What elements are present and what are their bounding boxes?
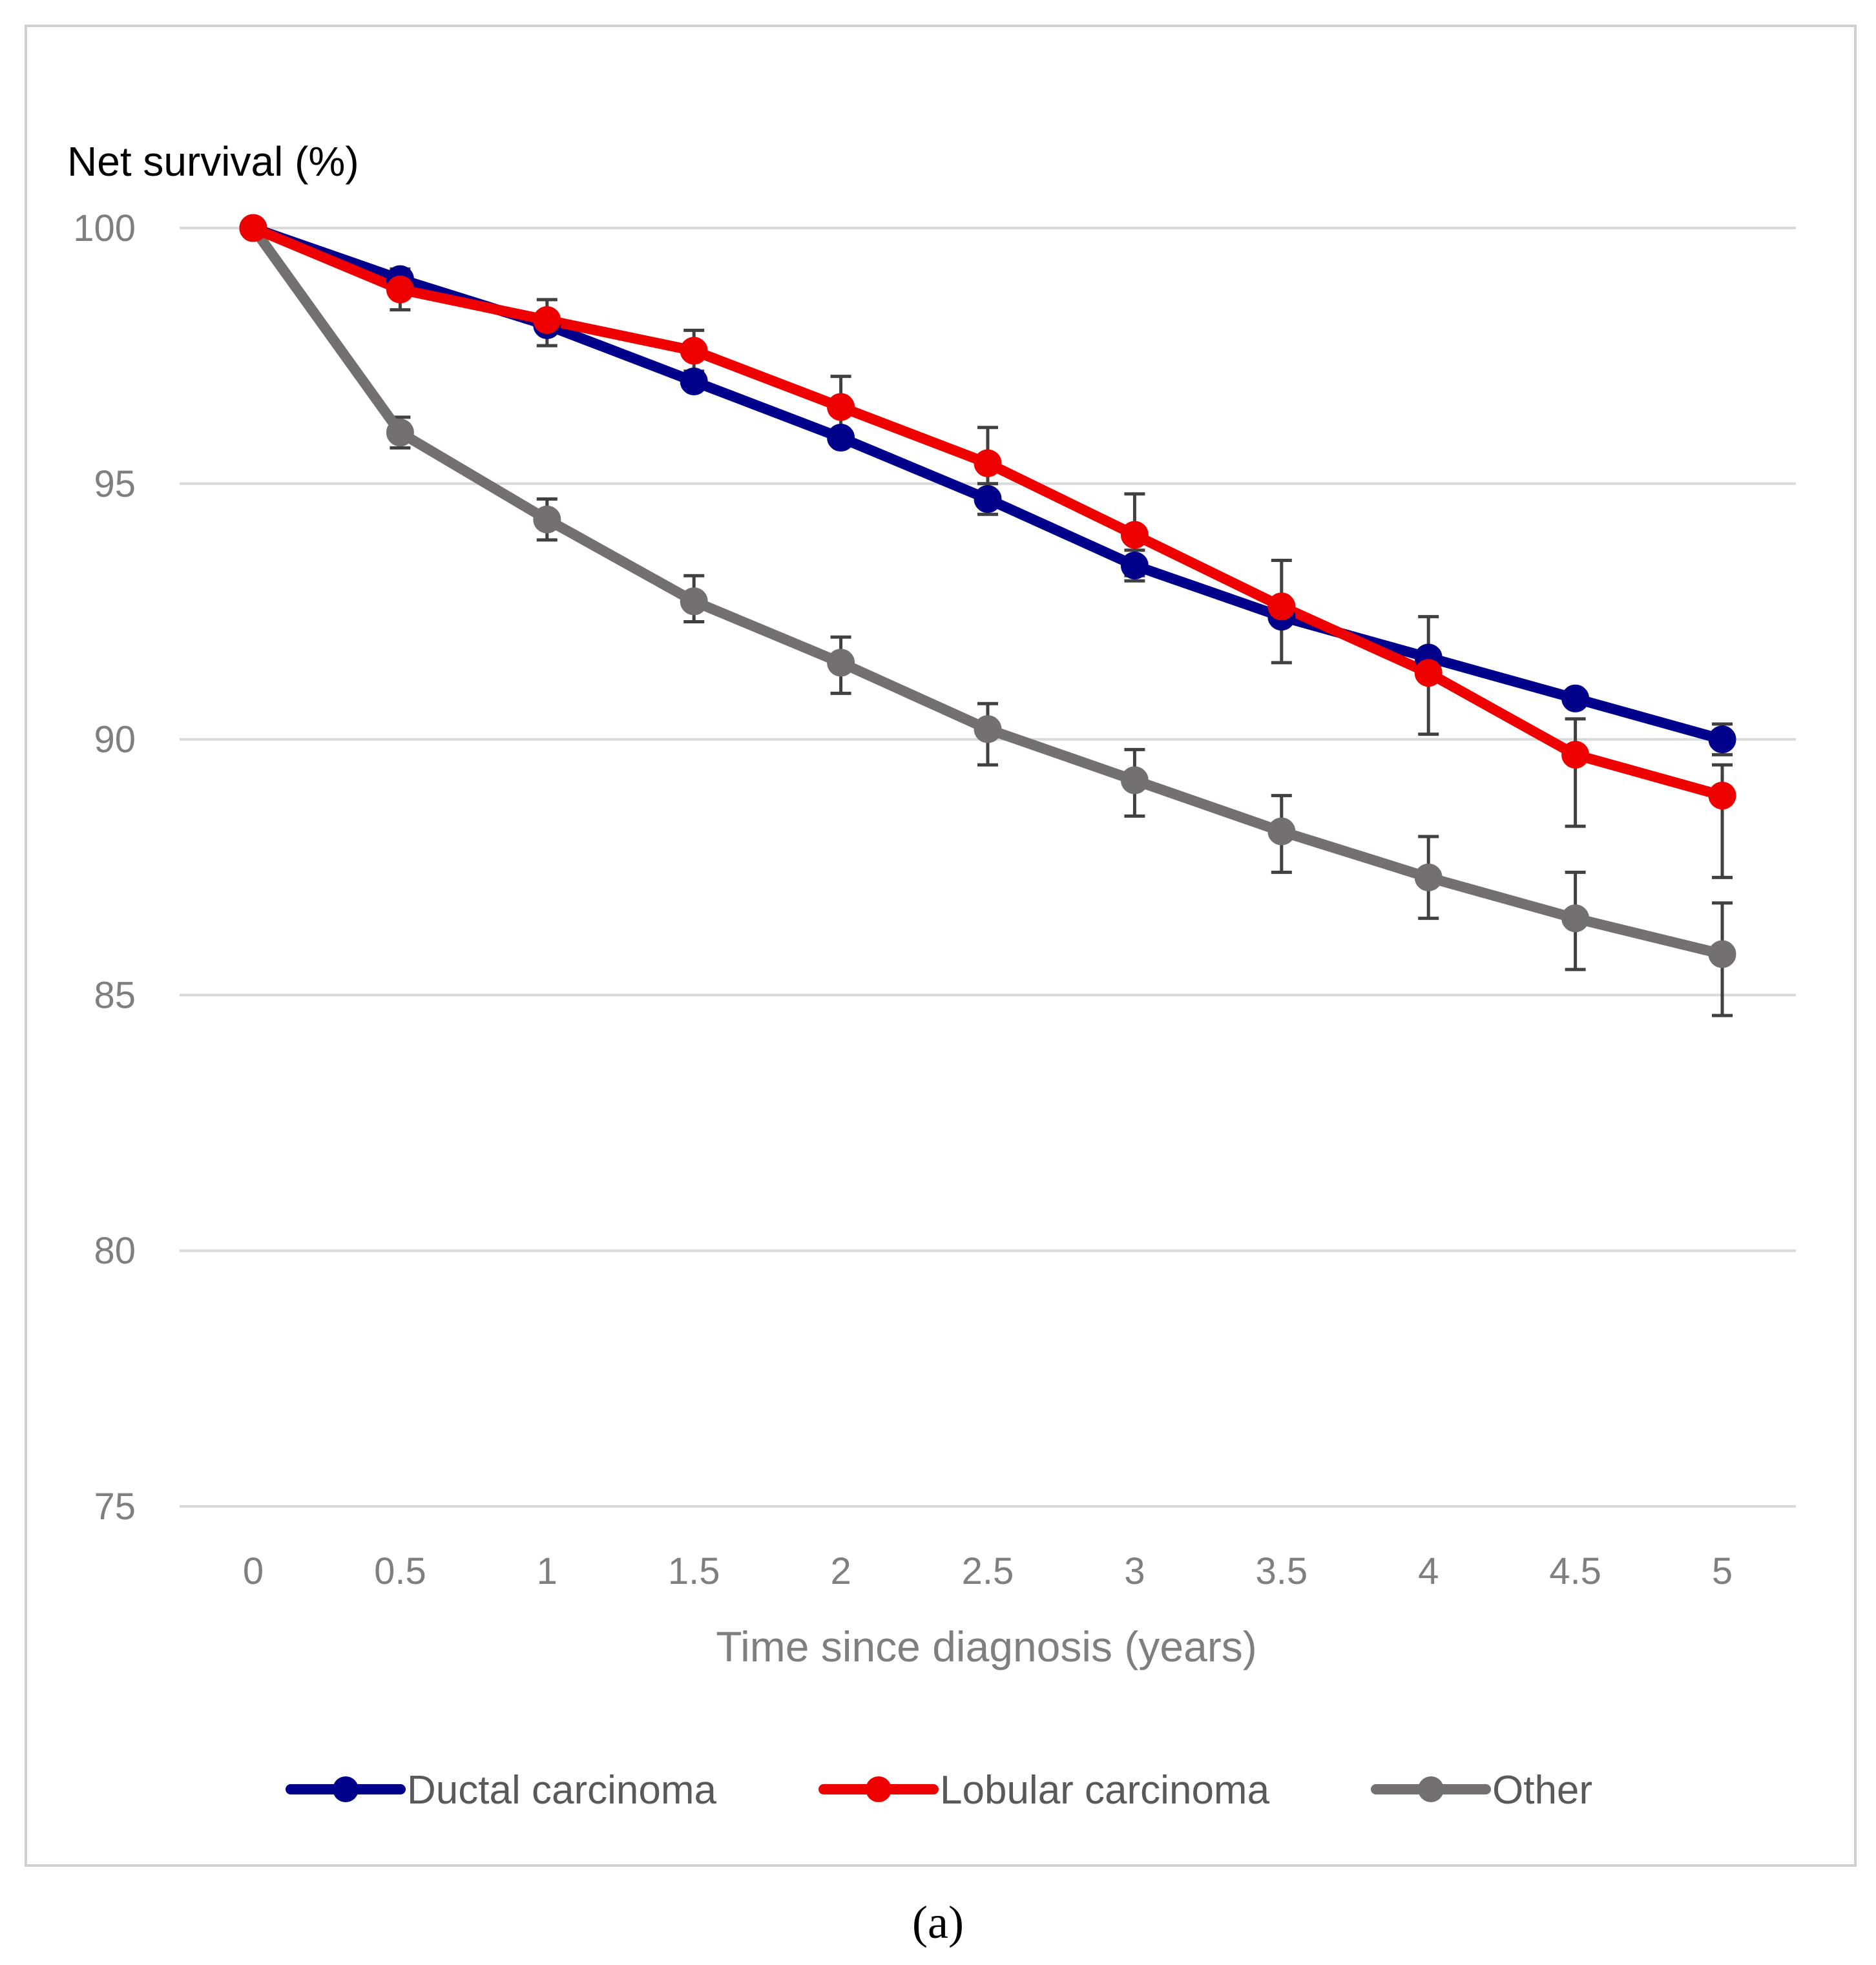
x-tick-label: 0.5 xyxy=(374,1550,426,1592)
data-point-lobular-carcinoma xyxy=(1120,521,1149,549)
data-point-lobular-carcinoma xyxy=(1414,659,1443,687)
data-point-other xyxy=(827,649,855,677)
legend-swatch-marker xyxy=(866,1776,891,1802)
data-point-lobular-carcinoma xyxy=(1267,592,1296,621)
y-tick-labels: 75 80 85 90 95 100 xyxy=(73,207,136,1528)
figure-caption: (a) xyxy=(912,1897,964,1948)
x-tick-labels: 0 0.5 1 1.5 2 2.5 3 3.5 4 4.5 5 xyxy=(243,1550,1733,1592)
legend-label: Lobular carcinoma xyxy=(940,1768,1270,1813)
x-axis-title: Time since diagnosis (years) xyxy=(716,1623,1257,1670)
series-points xyxy=(239,214,1736,968)
legend-label: Other xyxy=(1492,1768,1592,1813)
data-point-lobular-carcinoma xyxy=(386,275,414,304)
data-point-ductal-carcinoma xyxy=(1708,725,1736,754)
data-point-other xyxy=(1414,863,1443,891)
data-point-other xyxy=(1561,904,1590,933)
x-tick-label: 3 xyxy=(1124,1550,1145,1592)
legend-item-other: Other xyxy=(1371,1768,1592,1813)
net-survival-chart: Net survival (%) 75 80 85 90 95 100 0 0.5 1 1.5 2… xyxy=(67,138,1796,1813)
data-point-ductal-carcinoma xyxy=(974,485,1002,514)
data-point-ductal-carcinoma xyxy=(1120,551,1149,579)
data-point-other xyxy=(1267,817,1296,846)
data-point-ductal-carcinoma xyxy=(680,367,708,395)
data-point-other xyxy=(680,587,708,616)
legend-swatch-marker xyxy=(1418,1776,1444,1802)
legend: Ductal carcinoma Lobular carcinoma Other xyxy=(286,1768,1592,1813)
y-tick-label: 100 xyxy=(73,207,136,249)
data-point-ductal-carcinoma xyxy=(827,424,855,452)
x-tick-label: 3.5 xyxy=(1255,1550,1308,1592)
x-tick-label: 4 xyxy=(1418,1550,1439,1592)
data-point-lobular-carcinoma xyxy=(1708,782,1736,810)
y-tick-label: 95 xyxy=(94,463,136,505)
data-point-lobular-carcinoma xyxy=(974,449,1002,477)
data-point-other xyxy=(974,715,1002,743)
x-tick-label: 2.5 xyxy=(962,1550,1014,1592)
data-point-lobular-carcinoma xyxy=(533,306,561,334)
series-lines xyxy=(248,223,1727,960)
y-tick-label: 85 xyxy=(94,974,136,1016)
data-point-lobular-carcinoma xyxy=(239,214,267,242)
legend-label: Ductal carcinoma xyxy=(407,1768,716,1813)
data-point-lobular-carcinoma xyxy=(1561,740,1590,769)
y-tick-label: 80 xyxy=(94,1230,136,1272)
data-point-ductal-carcinoma xyxy=(1561,684,1590,712)
data-point-other xyxy=(1708,940,1736,968)
x-tick-label: 0 xyxy=(243,1550,264,1592)
legend-item-lobular-carcinoma: Lobular carcinoma xyxy=(818,1768,1270,1813)
x-tick-label: 4.5 xyxy=(1549,1550,1601,1592)
error-bar xyxy=(1565,717,1586,828)
data-point-lobular-carcinoma xyxy=(827,393,855,421)
data-point-lobular-carcinoma xyxy=(680,337,708,365)
x-tick-label: 1 xyxy=(537,1550,558,1592)
legend-item-ductal-carcinoma: Ductal carcinoma xyxy=(286,1768,716,1813)
data-point-other xyxy=(1120,766,1149,795)
data-point-other xyxy=(386,419,414,447)
legend-swatch-marker xyxy=(333,1776,359,1802)
gridlines xyxy=(180,227,1796,1508)
series-line-other xyxy=(248,223,1727,960)
x-tick-label: 5 xyxy=(1712,1550,1733,1592)
y-tick-label: 90 xyxy=(94,719,136,761)
data-point-other xyxy=(533,505,561,534)
x-tick-label: 2 xyxy=(830,1550,851,1592)
x-tick-label: 1.5 xyxy=(668,1550,720,1592)
y-tick-label: 75 xyxy=(94,1486,136,1528)
y-axis-title: Net survival (%) xyxy=(67,138,359,185)
